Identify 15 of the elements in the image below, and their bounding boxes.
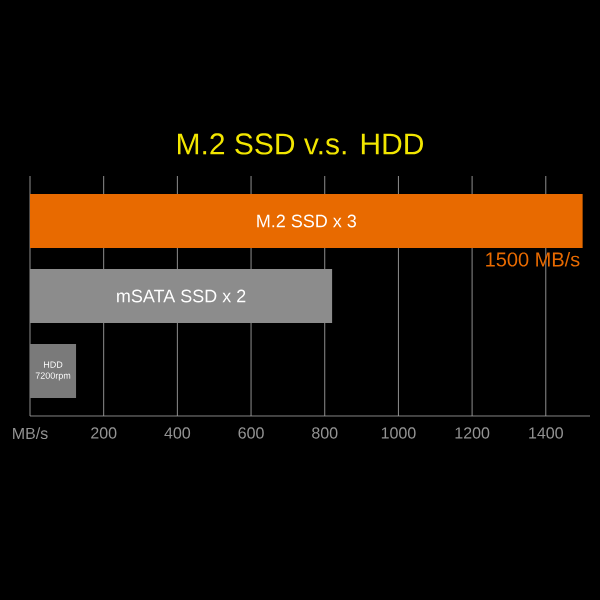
x-tick-label: 800 xyxy=(312,427,338,439)
bar xyxy=(30,269,333,323)
bar xyxy=(30,194,583,248)
x-tick-label: 400 xyxy=(164,427,191,439)
x-tick-label: 1400 xyxy=(529,427,563,439)
x-tick-label: MB/s xyxy=(13,427,48,440)
x-tick-label: 1000 xyxy=(381,427,416,439)
data-label: 1500 MB/s xyxy=(486,251,580,267)
y-tick-label: mSATA SSD x 2 xyxy=(117,289,246,303)
bar xyxy=(30,344,77,398)
x-tick-label: 1200 xyxy=(455,427,490,439)
x-tick-label: 200 xyxy=(91,427,117,439)
y-tick-label: M.2 SSD x 3 xyxy=(257,214,357,228)
chart-title: M.2 SSD v.s. HDD xyxy=(177,133,423,155)
x-tick-label: 600 xyxy=(238,427,264,439)
